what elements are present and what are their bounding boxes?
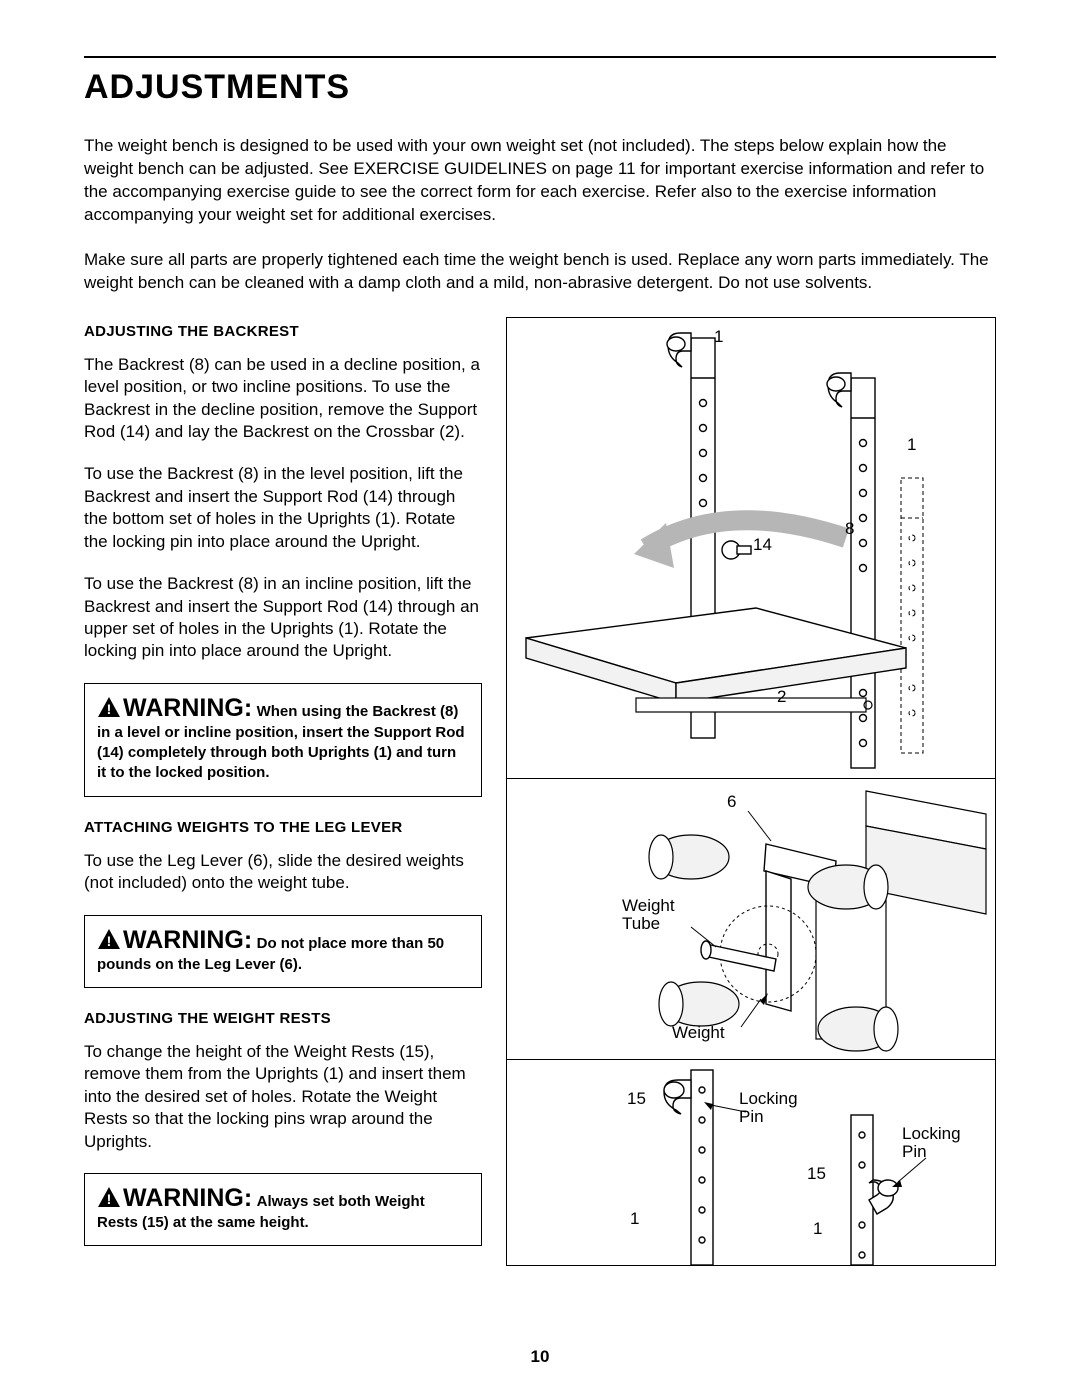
figure-frame: 1 1 8 14 2 [506,317,996,1266]
intro-paragraph-2: Make sure all parts are properly tighten… [84,249,996,295]
backrest-para-3: To use the Backrest (8) in an incline po… [84,573,482,663]
svg-text:!: ! [107,1191,112,1207]
fig-label-2: 2 [777,688,786,707]
figure-column: 1 1 8 14 2 [506,317,996,1266]
left-column: ADJUSTING THE BACKREST The Backrest (8) … [84,317,482,1266]
fig-label-14: 14 [753,536,772,555]
fig-label-1-top: 1 [714,328,723,347]
warning-icon: ! [97,696,121,718]
fig-label-1-right-c: 1 [813,1220,822,1239]
backrest-para-2: To use the Backrest (8) in the level pos… [84,463,482,553]
fig-label-1-left: 1 [630,1210,639,1229]
section-heading-backrest: ADJUSTING THE BACKREST [84,323,482,340]
warning-box-backrest: ! WARNING: When using the Backrest (8) i… [84,683,482,797]
warning-lead: WARNING: [123,1184,252,1212]
figure-leg-lever-svg [507,779,995,1059]
fig-label-15-left: 15 [627,1090,646,1109]
page-number: 10 [0,1347,1080,1367]
warning-box-weight-rests: ! WARNING: Always set both Weight Rests … [84,1173,482,1246]
fig-label-weight-tube: Weight Tube [622,897,675,934]
figure-leg-lever: 6 Weight Tube Weight [507,779,995,1059]
intro-paragraph-1: The weight bench is designed to be used … [84,135,996,227]
fig-label-locking-pin-right: Locking Pin [902,1125,961,1162]
svg-text:!: ! [107,701,112,717]
fig-label-1-right: 1 [907,436,916,455]
warning-icon: ! [97,928,121,950]
weight-rests-para-1: To change the height of the Weight Rests… [84,1041,482,1153]
warning-lead: WARNING: [123,694,252,722]
warning-lead: WARNING: [123,926,252,954]
leg-lever-para-1: To use the Leg Lever (6), slide the desi… [84,850,482,895]
section-heading-weight-rests: ADJUSTING THE WEIGHT RESTS [84,1010,482,1027]
fig-label-8: 8 [845,520,854,539]
top-rule [84,56,996,58]
warning-box-leg-lever: ! WARNING: Do not place more than 50 pou… [84,915,482,988]
figure-weight-rests: 15 1 Locking Pin 15 1 Locking Pin [507,1060,995,1265]
fig-label-15-right: 15 [807,1165,826,1184]
figure-bench-svg [507,318,995,778]
page-title: ADJUSTMENTS [84,68,996,107]
svg-text:!: ! [107,933,112,949]
section-heading-leg-lever: ATTACHING WEIGHTS TO THE LEG LEVER [84,819,482,836]
fig-label-locking-pin-left: Locking Pin [739,1090,798,1127]
fig-label-6: 6 [727,793,736,812]
figure-bench: 1 1 8 14 2 [507,318,995,778]
warning-icon: ! [97,1186,121,1208]
fig-label-weight: Weight [672,1024,725,1043]
backrest-para-1: The Backrest (8) can be used in a declin… [84,354,482,444]
